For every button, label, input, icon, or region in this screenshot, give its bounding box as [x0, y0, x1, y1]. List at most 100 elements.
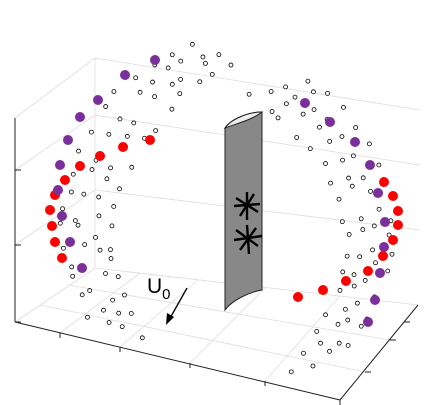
- open-point: [79, 292, 85, 298]
- star-markers: [233, 192, 263, 255]
- purple-point: [350, 137, 360, 147]
- open-point: [341, 104, 346, 110]
- open-point: [373, 260, 378, 266]
- open-point: [345, 343, 351, 348]
- open-point: [305, 78, 311, 84]
- red-point: [60, 175, 70, 185]
- open-point: [366, 141, 372, 147]
- purple-point: [300, 98, 310, 108]
- red-point: [47, 221, 57, 231]
- open-point: [128, 311, 134, 316]
- open-point: [385, 268, 391, 274]
- purple-point: [150, 55, 160, 65]
- open-point: [197, 79, 203, 85]
- flow-subscript: 0: [162, 286, 170, 303]
- open-point: [169, 106, 175, 112]
- open-point: [351, 283, 357, 289]
- purple-point: [325, 117, 335, 127]
- red-point: [75, 161, 85, 171]
- open-point: [169, 81, 175, 87]
- tick-marks: [15, 169, 410, 405]
- purple-point: [77, 263, 87, 273]
- open-point: [349, 183, 355, 189]
- open-point: [103, 104, 109, 109]
- red-point: [393, 206, 403, 216]
- open-point: [358, 323, 364, 329]
- sensor-points: [45, 41, 403, 375]
- purple-point: [53, 185, 63, 195]
- open-point: [139, 335, 145, 341]
- open-point: [340, 157, 345, 163]
- open-point: [376, 162, 382, 168]
- open-point: [70, 273, 76, 279]
- purple-point: [93, 95, 103, 105]
- open-point: [203, 60, 208, 66]
- floor-grid: [67, 284, 391, 341]
- red-point: [145, 135, 155, 145]
- red-point: [95, 151, 105, 161]
- open-point: [153, 128, 159, 134]
- open-point: [106, 131, 112, 137]
- open-point: [323, 312, 328, 318]
- floor-grid: [59, 272, 141, 334]
- purple-point: [363, 317, 373, 327]
- wall-grid: [14, 189, 96, 246]
- open-point: [93, 234, 98, 240]
- open-point: [360, 175, 366, 181]
- open-point: [340, 269, 346, 275]
- open-point: [246, 91, 252, 97]
- open-point: [87, 288, 93, 293]
- open-point: [104, 176, 110, 182]
- purple-point: [375, 268, 385, 278]
- open-point: [115, 274, 121, 280]
- open-point: [152, 94, 157, 100]
- open-point: [288, 369, 294, 375]
- open-point: [353, 125, 359, 130]
- purple-point: [63, 135, 73, 145]
- red-point: [318, 285, 328, 295]
- red-point: [341, 276, 351, 286]
- open-point: [108, 256, 114, 261]
- open-point: [371, 223, 377, 229]
- red-point: [388, 235, 398, 245]
- open-point: [75, 222, 81, 228]
- open-point: [318, 340, 323, 346]
- open-point: [358, 216, 364, 222]
- open-point: [300, 111, 306, 117]
- purple-point: [65, 237, 75, 247]
- open-point: [336, 196, 342, 202]
- open-point: [350, 153, 356, 159]
- open-point: [109, 223, 115, 229]
- red-point: [293, 292, 303, 302]
- open-point: [360, 227, 366, 232]
- red-point: [379, 177, 389, 187]
- open-point: [69, 264, 75, 270]
- y-axis: [339, 304, 419, 401]
- open-point: [200, 54, 206, 60]
- purple-point: [380, 217, 390, 227]
- open-point: [70, 171, 76, 177]
- open-point: [346, 175, 351, 181]
- open-point: [61, 245, 66, 251]
- open-point: [108, 165, 113, 171]
- open-point: [68, 189, 74, 195]
- flow-arrow: U0: [147, 275, 188, 325]
- purple-point: [379, 242, 389, 252]
- red-point: [363, 266, 373, 276]
- open-point: [307, 146, 313, 152]
- red-point: [118, 142, 128, 152]
- open-point: [89, 167, 95, 172]
- open-point: [325, 90, 330, 96]
- open-point: [275, 115, 281, 121]
- open-point: [294, 135, 300, 140]
- open-point: [169, 52, 175, 58]
- arrow-head: [166, 313, 174, 325]
- open-point: [335, 321, 341, 327]
- arrow-shaft: [168, 287, 188, 321]
- open-point: [60, 206, 65, 212]
- open-point: [106, 320, 112, 325]
- open-point: [301, 350, 306, 356]
- open-point: [81, 191, 87, 197]
- purple-point: [55, 160, 65, 170]
